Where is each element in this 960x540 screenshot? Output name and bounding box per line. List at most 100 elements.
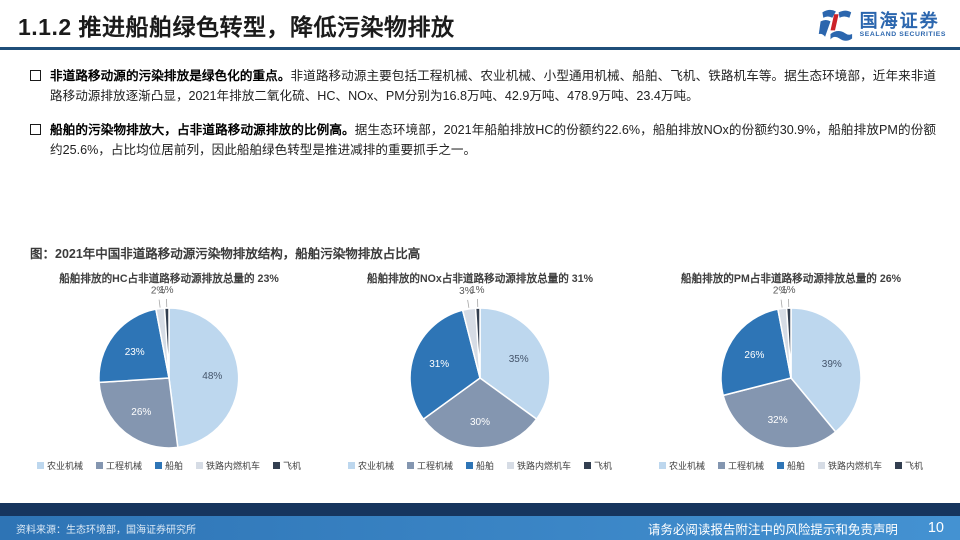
- legend-item: 铁路内燃机车: [507, 459, 571, 472]
- legend-item: 铁路内燃机车: [196, 459, 260, 472]
- legend-marker: [347, 462, 355, 469]
- bullet-lead: 非道路移动源的污染排放是绿色化的重点。: [50, 69, 291, 83]
- legend-marker: [95, 462, 103, 469]
- pie-label: 39%: [822, 359, 842, 370]
- legend-marker: [273, 462, 281, 469]
- legend-marker: [776, 462, 784, 469]
- pie-slice: [720, 308, 792, 397]
- legend-item: 船舶: [154, 459, 183, 472]
- legend-marker: [406, 462, 414, 469]
- pie-label: 1%: [159, 286, 174, 296]
- legend-marker: [507, 462, 514, 469]
- pie-chart-card: 船舶排放的NOx占非道路移动源排放总量的 31% 35% 30% 31% 3% 1% 农…: [327, 271, 633, 472]
- pie-slice: [163, 307, 170, 379]
- legend-marker: [465, 462, 473, 469]
- legend-marker: [154, 462, 162, 469]
- legend-item: 船舶: [465, 459, 494, 472]
- pie-label: 32%: [768, 415, 788, 426]
- pie-slice: [474, 307, 481, 379]
- figure-caption: 图：2021年中国非道路移动源污染物排放结构，船舶污染物排放占比高: [30, 247, 421, 261]
- legend-marker: [895, 462, 903, 469]
- legend-item: 农业机械: [658, 459, 705, 472]
- logo-en: SEALAND SECURITIES: [859, 31, 946, 39]
- chart-title: 船舶排放的NOx占非道路移动源排放总量的 31%: [366, 273, 594, 285]
- pie-chart: 48% 26% 23% 2%1%: [98, 286, 240, 449]
- legend-marker: [818, 462, 825, 469]
- legend-label: 工程机械: [416, 461, 453, 471]
- pie-leader-line: [467, 299, 470, 308]
- legend-label: 飞机: [283, 461, 302, 471]
- pie-leader-line: [158, 299, 161, 308]
- legend-item: 工程机械: [95, 459, 142, 472]
- bullet-square-icon: [30, 123, 41, 135]
- bullet-section: 非道路移动源的污染排放是绿色化的重点。非道路移动源主要包括工程机械、农业机械、小…: [30, 66, 936, 174]
- pie-label: 2%: [773, 286, 788, 297]
- legend-marker: [658, 462, 666, 469]
- footer-bar: 资料来源：生态环境部，国海证券研究所 请务必阅读报告附注中的风险提示和免责声明 …: [0, 516, 960, 540]
- pie-label: 2%: [151, 286, 166, 297]
- pie-chart-card: 船舶排放的HC占非道路移动源排放总量的 23% 48% 26% 23% 2% 1% 农业…: [16, 271, 322, 472]
- legend-label: 工程机械: [105, 461, 142, 471]
- pie-chart: 39% 32% 26% 2%1%: [720, 286, 862, 449]
- pie-leader-line: [780, 299, 783, 308]
- legend-marker: [584, 462, 592, 469]
- charts-row: 船舶排放的HC占非道路移动源排放总量的 23% 48% 26% 23% 2% 1% 农业…: [16, 271, 944, 472]
- company-logo: 国海证券 SEALAND SECURITIES: [811, 5, 950, 47]
- pie-slice: [422, 377, 538, 449]
- chart-title: 船舶排放的PM占非道路移动源排放总量的 26%: [680, 273, 902, 285]
- logo-cn: 国海证券: [859, 10, 940, 31]
- legend-item: 铁路内燃机车: [818, 459, 882, 472]
- legend-item: 飞机: [895, 459, 923, 472]
- legend-item: 工程机械: [406, 459, 453, 472]
- pie-slice: [785, 307, 792, 379]
- pie-label: 3%: [459, 286, 474, 297]
- legend-marker: [196, 462, 203, 469]
- bullet-item: 船舶的污染物排放大，占非道路移动源排放的比例高。据生态环境部，2021年船舶排放…: [30, 120, 936, 161]
- footer-disclaimer: 请务必阅读报告附注中的风险提示和免责声明: [647, 522, 898, 537]
- footer-accent-bar: [0, 503, 960, 516]
- pie-chart: 35% 30% 31% 3%1%: [409, 286, 551, 449]
- legend-label: 工程机械: [727, 461, 764, 471]
- pie-label: 31%: [429, 359, 449, 370]
- pie-label: 1%: [470, 286, 485, 296]
- page-title: 1.1.2 推进船舶绿色转型，降低污染物排放: [18, 14, 455, 40]
- footer-source: 资料来源：生态环境部，国海证券研究所: [16, 524, 196, 536]
- bullet-item: 非道路移动源的污染排放是绿色化的重点。非道路移动源主要包括工程机械、农业机械、小…: [30, 66, 936, 107]
- legend-label: 船舶: [475, 461, 494, 471]
- pie-label: 26%: [131, 407, 151, 418]
- pie-label: 35%: [509, 354, 529, 365]
- pie-label: 48%: [202, 371, 222, 382]
- logo-text: 国海证券 SEALAND SECURITIES: [859, 10, 946, 39]
- legend-label: 农业机械: [668, 461, 705, 471]
- pie-slice: [479, 307, 551, 421]
- page-number: 10: [927, 520, 944, 536]
- bullet-square-icon: [30, 70, 41, 81]
- pie-slice: [98, 377, 179, 449]
- legend-label: 农业机械: [357, 461, 394, 471]
- legend-item: 农业机械: [347, 459, 394, 472]
- pie-slice: [790, 307, 862, 433]
- pie-label: 26%: [744, 350, 764, 361]
- bullet-body: 非道路移动源主要包括工程机械、农业机械、小型通用机械、船舶、飞机、铁路机车等。据…: [50, 69, 937, 104]
- chart-legend: 农业机械 工程机械 船舶 铁路内燃机车 飞机: [347, 459, 613, 472]
- bullet-lead: 船舶的污染物排放大，占非道路移动源排放的比例高。: [50, 122, 355, 137]
- legend-label: 铁路内燃机车: [828, 461, 883, 471]
- legend-marker: [36, 462, 44, 469]
- legend-label: 铁路内燃机车: [206, 461, 261, 471]
- pie-slice: [722, 377, 837, 449]
- legend-item: 船舶: [776, 459, 805, 472]
- legend-marker: [717, 462, 725, 469]
- chart-legend: 农业机械 工程机械 船舶 铁路内燃机车 飞机: [36, 459, 301, 472]
- bullet-text: 船舶的污染物排放大，占非道路移动源排放的比例高。据生态环境部，2021年船舶排放…: [50, 120, 936, 161]
- pie-label: 30%: [470, 417, 490, 428]
- legend-label: 铁路内燃机车: [517, 461, 572, 471]
- pie-slice: [168, 307, 240, 449]
- sealand-logo-icon: [818, 9, 852, 41]
- pie-label: 23%: [125, 347, 145, 358]
- legend-item: 飞机: [273, 459, 301, 472]
- pie-chart-card: 船舶排放的PM占非道路移动源排放总量的 26% 39% 32% 26% 2% 1% 农业…: [638, 271, 944, 472]
- legend-label: 飞机: [594, 461, 613, 471]
- legend-label: 农业机械: [46, 461, 83, 471]
- legend-item: 农业机械: [36, 459, 83, 472]
